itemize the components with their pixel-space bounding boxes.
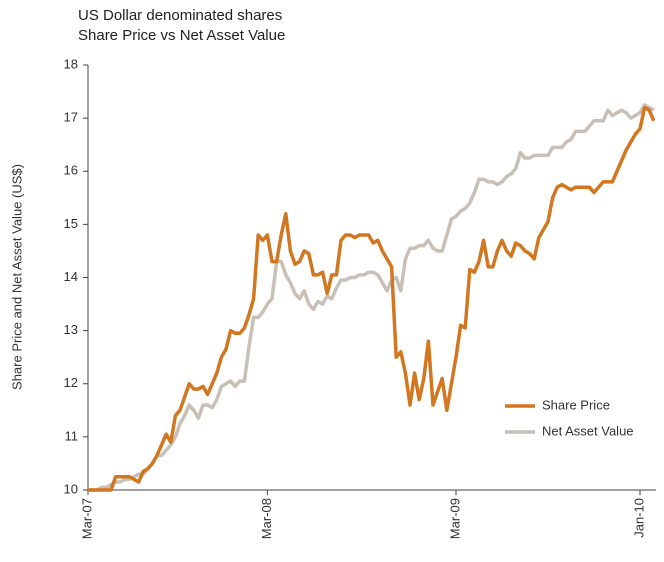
series-line [88,105,656,492]
y-tick-label: 11 [65,428,79,443]
x-tick-label: Mar-09 [447,498,462,539]
legend-label: Share Price [542,397,610,412]
y-tick-label: 14 [64,269,78,284]
y-tick-label: 17 [64,110,78,125]
legend-label: Net Asset Value [542,423,634,438]
x-tick-label: Mar-08 [259,498,274,539]
y-tick-label: 10 [64,481,78,496]
y-tick-label: 16 [64,163,78,178]
chart-title: US Dollar denominated shares [78,7,282,24]
x-tick-label: Jan-10 [631,498,646,538]
x-tick-label: Mar-07 [79,498,94,539]
series-line [88,103,655,492]
y-tick-label: 15 [64,216,78,231]
y-axis-label: Share Price and Net Asset Value (US$) [9,164,24,390]
y-tick-label: 13 [64,322,78,337]
y-tick-label: 18 [64,56,78,71]
chart-subtitle: Share Price vs Net Asset Value [78,27,285,44]
y-tick-label: 12 [64,375,78,390]
